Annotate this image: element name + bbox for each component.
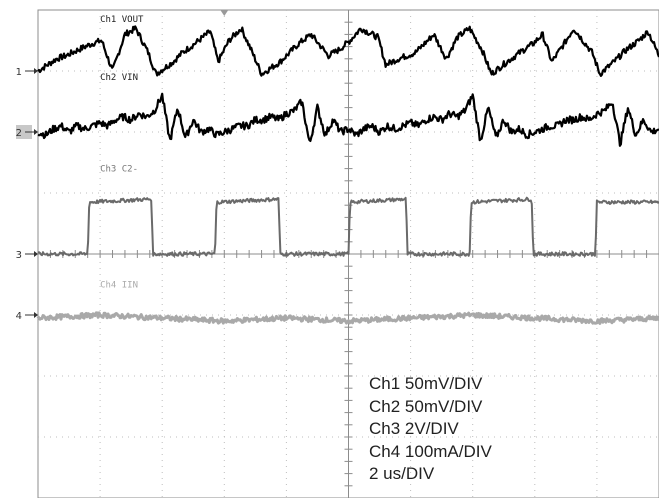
legend-line-timebase: 2 us/DIV — [369, 464, 435, 484]
channel-marker-label: 4 — [16, 311, 22, 322]
channel-marker-label: 2 — [16, 128, 22, 139]
channel-marker-arrow-icon — [34, 68, 38, 74]
waveform-traces — [36, 25, 659, 325]
channel-marker-arrow-icon — [34, 312, 38, 318]
trace-ch4 — [36, 311, 659, 325]
legend-line-ch3: Ch3 2V/DIV — [369, 419, 459, 439]
scale-settings-legend: Ch1 50mV/DIV Ch2 50mV/DIV Ch3 2V/DIV Ch4… — [369, 373, 492, 486]
channel-marker-3: 3 — [16, 250, 38, 261]
trace-label-ch4: Ch4 IIN — [100, 281, 138, 291]
channel-marker-label: 3 — [16, 250, 22, 261]
channel-marker-4: 4 — [16, 311, 38, 322]
trigger-position-icon — [220, 10, 229, 16]
legend-line-ch1: Ch1 50mV/DIV — [369, 374, 483, 393]
trace-ch3 — [37, 196, 659, 257]
legend-line-ch2: Ch2 50mV/DIV — [369, 396, 483, 416]
trace-ch1 — [37, 25, 659, 77]
trace-label-ch3: Ch3 C2- — [100, 165, 138, 175]
channel-marker-arrow-icon — [34, 129, 38, 135]
channel-markers: 1 2 3 4 — [16, 67, 38, 322]
trace-ch2 — [37, 92, 659, 147]
channel-marker-label: 1 — [16, 67, 22, 78]
trace-label-ch2: Ch2 VIN — [100, 73, 138, 83]
channel-marker-2: 2 — [16, 125, 38, 139]
legend-line-ch4: Ch4 100mA/DIV — [369, 441, 492, 461]
active-channel-highlight — [16, 125, 32, 139]
trace-label-ch1: Ch1 VOUT — [100, 15, 144, 25]
channel-marker-1: 1 — [16, 67, 38, 78]
trace-labels: Ch1 VOUT Ch2 VIN Ch3 C2- Ch4 IIN — [100, 15, 144, 290]
channel-marker-arrow-icon — [34, 251, 38, 257]
